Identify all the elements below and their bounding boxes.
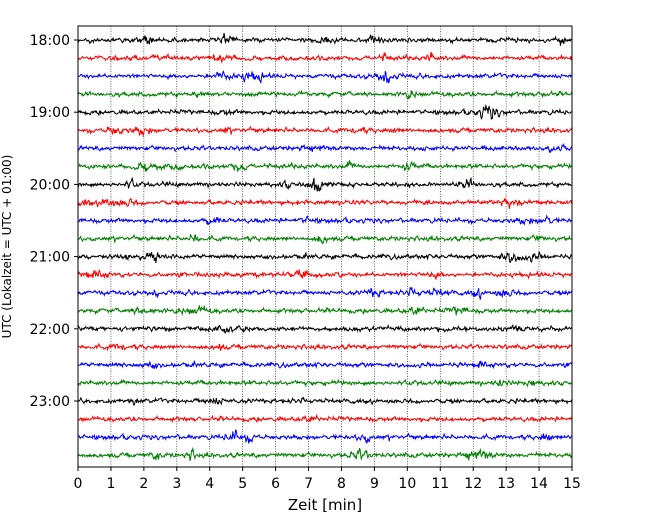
x-tick-label: 11: [431, 476, 449, 492]
trace-row-18: [77, 342, 573, 352]
trace-row-23: [77, 429, 573, 445]
x-tick-label: 0: [74, 476, 83, 492]
x-tick-label: 2: [139, 476, 148, 492]
trace-row-19: [77, 360, 573, 370]
y-tick-label: 18:00: [30, 33, 70, 49]
trace-row-4: [77, 89, 573, 100]
x-axis-label: Zeit [min]: [288, 496, 362, 514]
x-tick-label: 12: [464, 476, 482, 492]
trace-row-17: [77, 323, 573, 334]
trace-row-16: [77, 305, 573, 316]
seismogram-traces: [77, 32, 573, 462]
y-tick-label: 23:00: [30, 394, 70, 410]
x-tick-label: 10: [398, 476, 416, 492]
x-tick-label: 1: [106, 476, 115, 492]
trace-row-8: [77, 159, 573, 172]
trace-row-7: [77, 142, 573, 154]
y-tick-label: 20:00: [30, 177, 70, 193]
trace-row-14: [77, 269, 573, 280]
trace-row-24: [77, 446, 573, 462]
x-tick-label: 14: [530, 476, 548, 492]
y-axis-label: UTC (Lokalzeit = UTC + 01:00): [0, 155, 14, 339]
trace-row-5: [77, 103, 573, 121]
trace-row-3: [77, 70, 573, 84]
x-tick-label: 7: [304, 476, 313, 492]
y-tick-label: 21:00: [30, 250, 70, 266]
trace-row-6: [77, 125, 573, 138]
x-tick-label: 8: [337, 476, 346, 492]
x-tick-label: 15: [563, 476, 581, 492]
trace-row-1: [77, 32, 573, 46]
trace-row-11: [77, 214, 573, 226]
x-tick-label: 3: [172, 476, 181, 492]
plot-frame: [77, 25, 573, 468]
x-axis: 0 1 2 3 4 5 6 7 8 9 10 11 12 13 14 15: [74, 467, 581, 492]
trace-row-21: [77, 396, 573, 406]
y-tick-label: 19:00: [30, 105, 70, 121]
trace-row-12: [77, 233, 573, 245]
x-tick-label: 13: [497, 476, 515, 492]
trace-row-22: [77, 413, 573, 424]
trace-row-9: [77, 176, 573, 192]
x-tick-label: 5: [238, 476, 247, 492]
trace-row-13: [77, 250, 573, 264]
x-tick-label: 4: [205, 476, 214, 492]
y-tick-label: 22:00: [30, 322, 70, 338]
x-tick-label: 9: [370, 476, 379, 492]
trace-row-10: [77, 197, 573, 209]
trace-row-2: [77, 51, 573, 64]
grid-lines: [110, 26, 540, 467]
y-axis: 18:00 19:00 20:00 21:00 22:00 23:00: [30, 33, 78, 410]
trace-row-15: [77, 287, 573, 300]
trace-row-20: [77, 378, 573, 388]
x-tick-label: 6: [271, 476, 280, 492]
